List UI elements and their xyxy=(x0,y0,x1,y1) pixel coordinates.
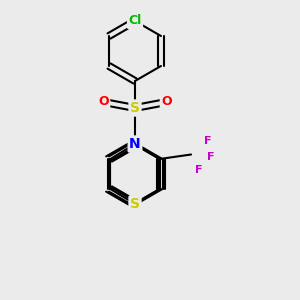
Text: F: F xyxy=(207,152,214,163)
Text: Cl: Cl xyxy=(128,14,142,28)
Text: N: N xyxy=(129,137,141,151)
Text: O: O xyxy=(98,95,109,109)
Text: S: S xyxy=(130,197,140,211)
Text: S: S xyxy=(130,101,140,115)
Text: F: F xyxy=(204,136,211,146)
Text: F: F xyxy=(195,165,202,175)
Text: O: O xyxy=(161,95,172,109)
